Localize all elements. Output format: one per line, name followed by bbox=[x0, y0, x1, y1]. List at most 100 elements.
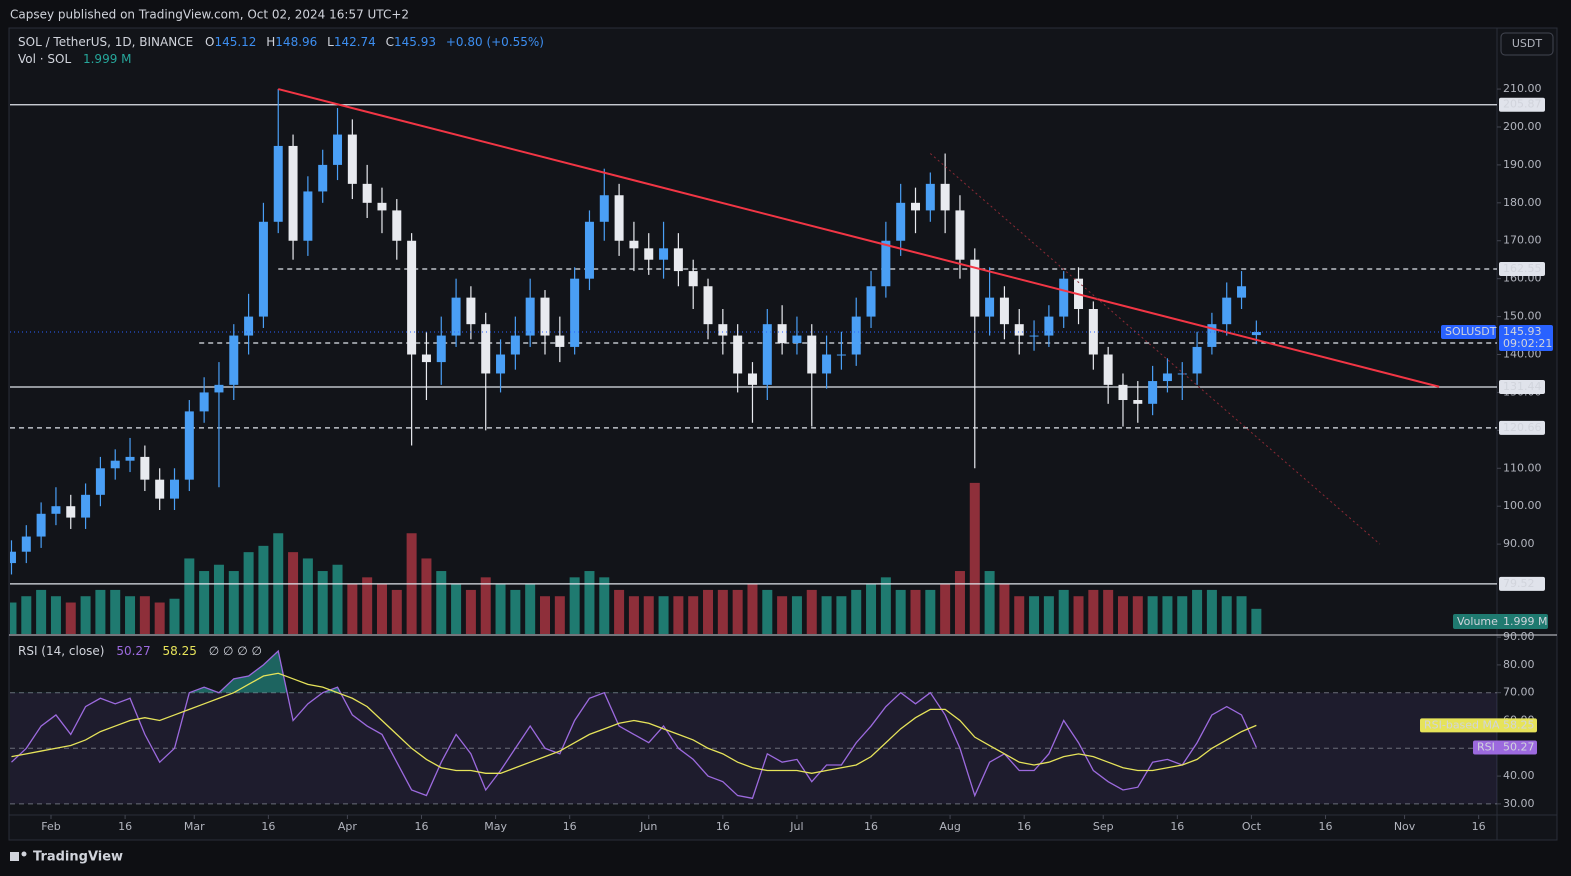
candle-body bbox=[436, 335, 446, 363]
volume-bar bbox=[540, 596, 550, 634]
x-tick-label: May bbox=[484, 820, 507, 833]
candle-body bbox=[777, 324, 787, 344]
volume-bar bbox=[347, 583, 358, 634]
volume-bar bbox=[777, 596, 788, 634]
candle-body bbox=[95, 468, 105, 495]
candle-body bbox=[866, 286, 876, 317]
candle-body bbox=[36, 513, 46, 537]
volume-bar bbox=[836, 596, 847, 634]
volume-value: 1.999 M bbox=[83, 52, 132, 66]
candle-body bbox=[170, 479, 179, 499]
candle-body bbox=[1088, 309, 1098, 355]
rsi-tag bbox=[1473, 740, 1537, 755]
brand-logo: TradingView bbox=[10, 850, 123, 865]
candle-body bbox=[125, 456, 135, 461]
volume-bar bbox=[984, 571, 995, 634]
volume-bar bbox=[969, 482, 980, 634]
candle-body bbox=[1029, 335, 1039, 337]
level-tag bbox=[1499, 97, 1545, 112]
level-tag bbox=[1499, 420, 1545, 435]
rsi-title: RSI (14, close) bbox=[18, 644, 104, 658]
volume-bar bbox=[925, 589, 936, 634]
volume-bar bbox=[599, 577, 610, 634]
volume-bar bbox=[436, 571, 447, 634]
candle-body bbox=[644, 248, 654, 260]
candle-body bbox=[570, 278, 580, 347]
candle-body bbox=[451, 297, 461, 336]
volume-bar bbox=[391, 589, 402, 634]
x-tick-label: 16 bbox=[1319, 820, 1333, 833]
volume-bar bbox=[1058, 589, 1069, 634]
candle-body bbox=[540, 297, 550, 336]
y-tick-label: 180.00 bbox=[1503, 196, 1542, 209]
ohlc-letter: H bbox=[266, 35, 275, 49]
candle-body bbox=[1118, 384, 1128, 401]
candle-body bbox=[555, 335, 565, 347]
x-tick-label: 16 bbox=[1170, 820, 1184, 833]
volume-bar bbox=[332, 564, 343, 634]
y-tick-label: 170.00 bbox=[1503, 234, 1542, 247]
candle-body bbox=[81, 494, 91, 518]
rsi-y-tick-label: 90.00 bbox=[1503, 630, 1535, 643]
candle-body bbox=[792, 335, 802, 344]
volume-bar bbox=[1192, 589, 1203, 634]
volume-bar bbox=[228, 571, 239, 634]
level-tag bbox=[1499, 379, 1545, 394]
volume-bar bbox=[643, 596, 654, 634]
x-tick-label: Feb bbox=[41, 820, 60, 833]
volume-bar bbox=[125, 596, 136, 634]
x-tick-label: 16 bbox=[563, 820, 577, 833]
candle-body bbox=[199, 392, 209, 412]
candle-body bbox=[1251, 332, 1261, 336]
ohlc-value: 145.93 bbox=[394, 35, 436, 49]
ohlc-value: 145.12 bbox=[214, 35, 256, 49]
candle-body bbox=[659, 248, 669, 260]
candle-body bbox=[392, 210, 402, 241]
candle-body bbox=[985, 297, 995, 317]
volume-title: Vol · SOL bbox=[18, 52, 71, 66]
volume-bar bbox=[1117, 596, 1128, 634]
x-tick-label: Sep bbox=[1093, 820, 1114, 833]
candle-body bbox=[214, 384, 224, 393]
candle-body bbox=[140, 456, 150, 480]
candle-body bbox=[244, 316, 254, 336]
volume-tag-value: 1.999 M bbox=[1503, 615, 1547, 628]
ohlc-letter: L bbox=[327, 35, 334, 49]
volume-bar bbox=[554, 596, 565, 634]
volume-bar bbox=[95, 589, 106, 634]
candle-body bbox=[688, 271, 698, 287]
volume-bar bbox=[762, 589, 773, 634]
candle-body bbox=[510, 335, 520, 355]
candle-body bbox=[51, 506, 61, 514]
volume-bar bbox=[302, 558, 313, 634]
candle-body bbox=[347, 134, 357, 184]
currency-button[interactable] bbox=[1500, 32, 1554, 56]
rsi-value: 50.27 bbox=[116, 644, 150, 658]
rsi-ma-tag bbox=[1420, 718, 1537, 733]
candle-body bbox=[184, 411, 194, 480]
candle-body bbox=[925, 183, 935, 211]
volume-bar bbox=[851, 589, 862, 634]
overbought-fill bbox=[189, 651, 341, 693]
volume-bar bbox=[169, 598, 180, 634]
candle-body bbox=[940, 183, 950, 211]
candle-body bbox=[66, 506, 76, 518]
volume-bar bbox=[821, 596, 832, 634]
x-tick-label: 16 bbox=[118, 820, 132, 833]
ohlc-value: 142.74 bbox=[334, 35, 376, 49]
volume-bar bbox=[362, 577, 373, 634]
volume-bar bbox=[21, 596, 32, 634]
volume-bar bbox=[421, 558, 432, 634]
candle-body bbox=[999, 297, 1009, 325]
volume-bar bbox=[1103, 589, 1114, 634]
volume-bar bbox=[954, 571, 965, 634]
candle-body bbox=[703, 286, 713, 325]
volume-bar bbox=[895, 589, 906, 634]
volume-bar bbox=[1162, 596, 1173, 634]
volume-bar bbox=[288, 552, 299, 634]
trendline bbox=[929, 153, 1381, 545]
volume-bar bbox=[791, 596, 802, 634]
y-tick-label: 90.00 bbox=[1503, 537, 1535, 550]
countdown: 09:02:21 bbox=[1503, 337, 1552, 350]
